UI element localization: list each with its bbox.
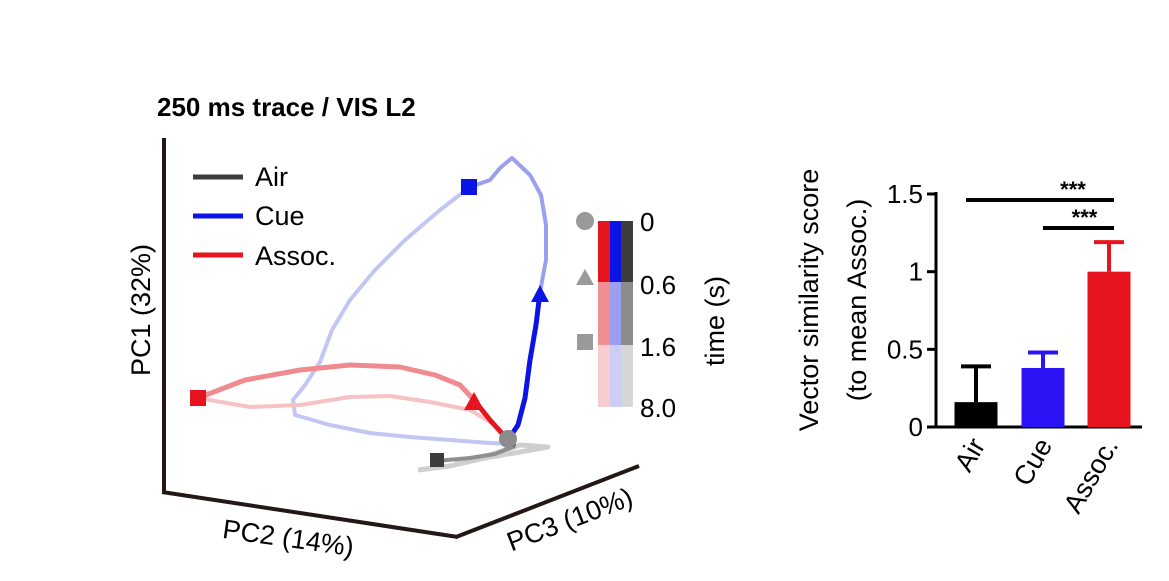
bar-category-label: Cue <box>1007 433 1058 491</box>
assoc-trajectory-late <box>197 394 497 427</box>
time-bar-gray-mid <box>621 282 633 345</box>
time-axis-label: time (s) <box>700 276 730 366</box>
time-bar-blue-late <box>610 345 621 407</box>
cue-trajectory-early <box>505 291 543 442</box>
start-marker-circle <box>499 430 517 448</box>
assoc-trajectory-mid <box>197 362 476 402</box>
cue-trajectory-late <box>291 185 516 446</box>
significance-annotations: *** *** <box>966 177 1114 230</box>
trajectory-panel: 250 ms trace / VIS L2 PC1 (32%) PC2 (14%… <box>126 92 730 562</box>
pc2-axis-line <box>161 490 459 539</box>
cue-trajectory-mid <box>469 156 548 293</box>
bar-y-tick-label: 0.5 <box>887 334 923 364</box>
bar-cue <box>1021 367 1065 427</box>
time-marker-circle-icon <box>576 212 594 230</box>
time-tick-8-0: 8.0 <box>640 393 676 423</box>
air-marker-square <box>430 453 444 467</box>
trajectory-title: 250 ms trace / VIS L2 <box>157 92 416 122</box>
pc2-axis-label: PC2 (14%) <box>221 514 356 562</box>
significance-label: *** <box>1060 177 1086 202</box>
bar-category-label: Air <box>949 433 991 477</box>
bar-category-labels: Air Cue Assoc. <box>949 433 1124 518</box>
cue-marker-triangle <box>531 285 549 302</box>
bar-series <box>954 240 1131 427</box>
time-bar-red-early <box>598 221 610 282</box>
cue-marker-square <box>461 179 477 195</box>
significance-label: *** <box>1072 205 1098 230</box>
assoc-marker-triangle <box>464 392 484 410</box>
bar-chart-panel: Vector similarity score (to mean Assoc.)… <box>794 169 1142 518</box>
legend-assoc-label: Assoc. <box>255 241 336 271</box>
bar-y-tick-label: 1.5 <box>887 179 923 209</box>
time-legend: 0 0.6 1.6 8.0 time (s) <box>576 207 730 423</box>
time-marker-square-icon <box>577 334 593 350</box>
time-tick-0-6: 0.6 <box>640 270 676 300</box>
bar-category-label: Assoc. <box>1058 433 1124 518</box>
trajectory-legend: Air Cue Assoc. <box>193 162 336 271</box>
trajectory-lines <box>190 156 551 473</box>
bar-y-tick-label: 0 <box>909 412 923 442</box>
legend-cue-label: Cue <box>255 201 305 231</box>
bar-y-ticks: 0 0.5 1 1.5 <box>887 179 936 442</box>
air-trajectory-mid <box>435 444 516 463</box>
pc1-axis-label: PC1 (32%) <box>126 244 156 376</box>
time-tick-1-6: 1.6 <box>640 332 676 362</box>
legend-air-label: Air <box>255 162 288 192</box>
time-bar-red-mid <box>598 282 610 345</box>
bar-air <box>954 402 998 427</box>
time-bar-blue-mid <box>610 282 621 345</box>
time-tick-0: 0 <box>640 207 654 237</box>
bar-assoc <box>1087 271 1131 427</box>
bar-ylabel-sub: (to mean Assoc.) <box>842 199 872 402</box>
time-marker-triangle-icon <box>576 269 594 285</box>
time-bar-blue-early <box>610 221 621 282</box>
bar-y-tick-label: 1 <box>909 257 923 287</box>
time-bar-gray-late <box>621 345 633 407</box>
pc3-axis-line <box>455 464 640 539</box>
bar-ylabel: Vector similarity score <box>794 169 824 432</box>
time-bar-gray-early <box>621 221 633 282</box>
trajectory-axes <box>161 138 640 539</box>
time-bar-red-late <box>598 345 610 407</box>
assoc-marker-square <box>190 390 206 406</box>
